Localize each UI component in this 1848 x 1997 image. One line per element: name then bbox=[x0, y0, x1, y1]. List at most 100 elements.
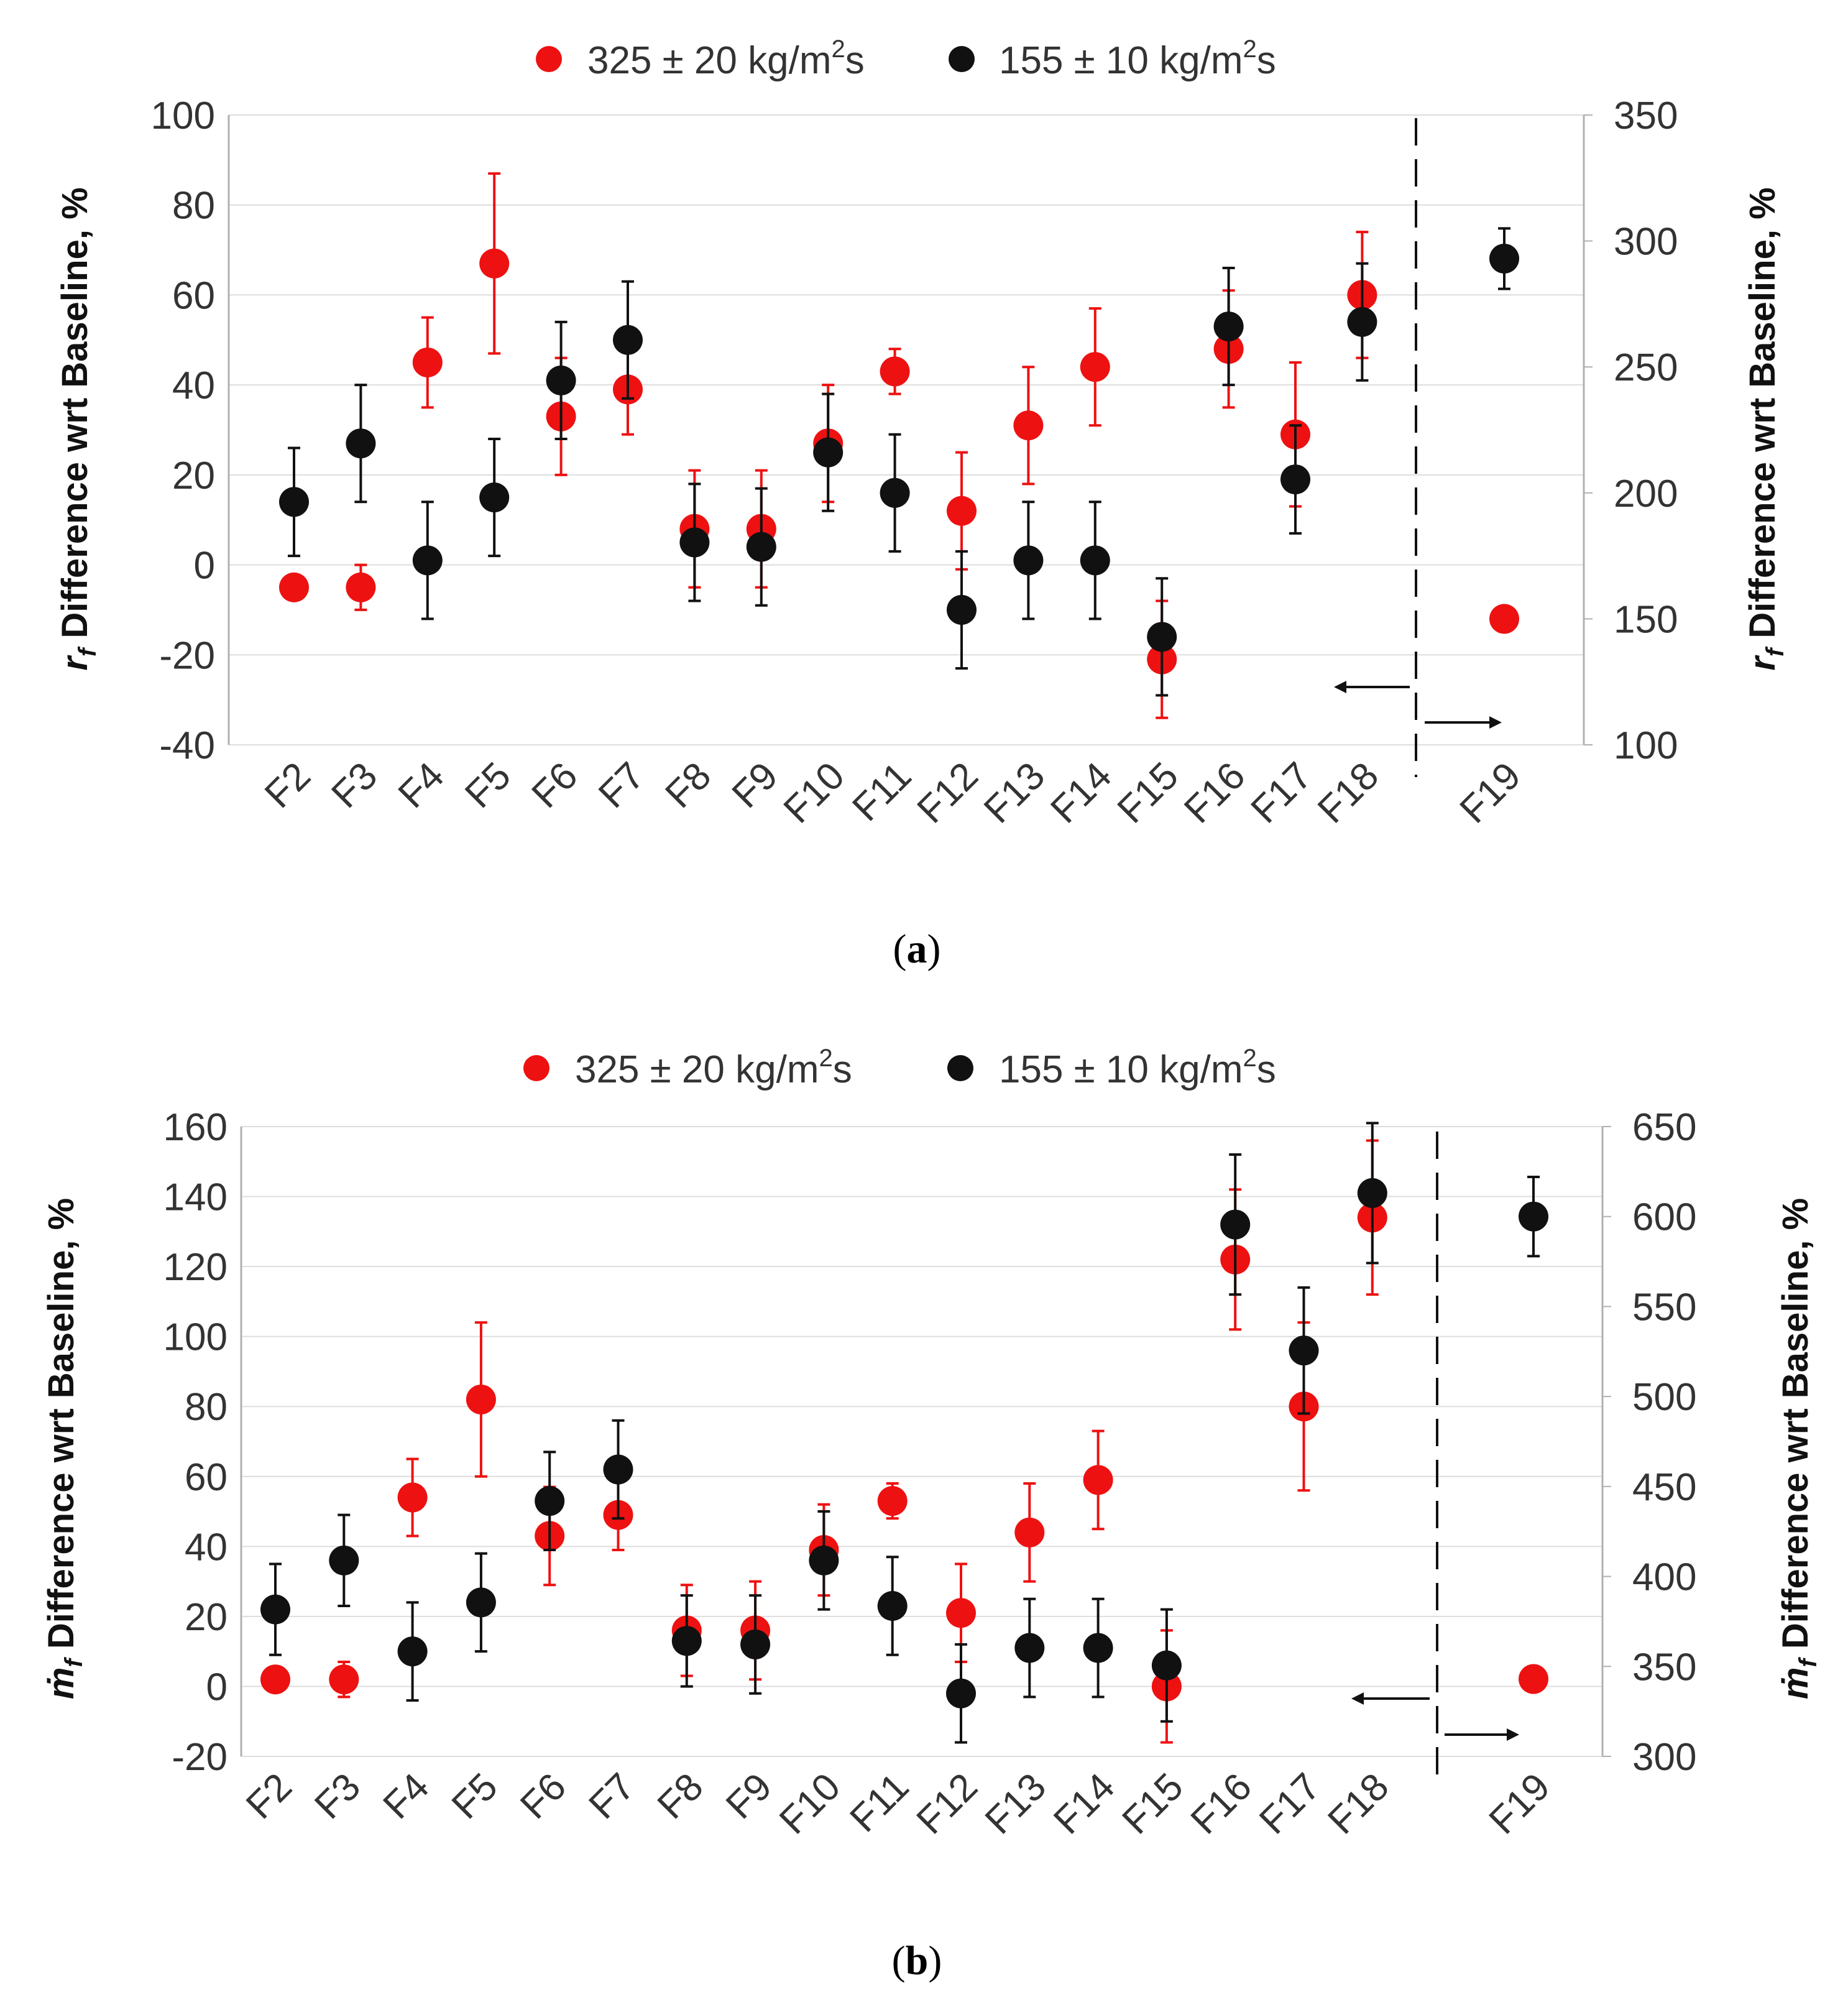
data-point bbox=[260, 1664, 290, 1695]
legend-black-marker bbox=[949, 46, 975, 72]
data-point bbox=[466, 1587, 496, 1618]
x-tick-label: F14 bbox=[1042, 754, 1119, 831]
series-black bbox=[260, 1122, 1548, 1744]
data-point bbox=[1289, 1335, 1319, 1366]
series-black bbox=[279, 227, 1519, 697]
legend-black-label: 155 ± 10 kg/m2s bbox=[999, 1045, 1276, 1091]
x-tick-label: F5 bbox=[457, 754, 519, 816]
data-point bbox=[535, 1486, 565, 1516]
y-tick-label-left: 20 bbox=[172, 454, 215, 497]
data-point bbox=[1151, 1650, 1182, 1681]
panel-b-left-ylabel: ṁf Difference wrt Baseline, % bbox=[41, 1198, 88, 1699]
data-point bbox=[329, 1545, 359, 1575]
panel-a-axes bbox=[228, 115, 1585, 745]
panel-b-legend: 325 ± 20 kg/m2s 155 ± 10 kg/m2s bbox=[523, 1045, 1276, 1091]
y-tick-label-left: 140 bbox=[163, 1176, 228, 1219]
x-tick-label: F17 bbox=[1251, 1765, 1328, 1842]
y-tick-label-right: 550 bbox=[1632, 1286, 1696, 1329]
y-tick-label-right: 450 bbox=[1632, 1466, 1696, 1509]
data-point bbox=[603, 1454, 633, 1485]
panel-a-right-ticks: 100 150 200 250 300 350 bbox=[1584, 95, 1678, 767]
data-point bbox=[479, 248, 510, 279]
panel-a-legend: 325 ± 20 kg/m2s 155 ± 10 kg/m2s bbox=[536, 35, 1276, 82]
data-point bbox=[880, 356, 910, 387]
panel-a-left-ticks: -40 -20 0 20 40 60 80 100 bbox=[151, 95, 215, 767]
panel-a-caption: (a) bbox=[893, 926, 941, 972]
panel-b-right-ticks: 300 350 400 450 500 550 600 650 bbox=[1602, 1106, 1696, 1779]
x-tick-label: F18 bbox=[1320, 1765, 1397, 1842]
legend-red-marker bbox=[523, 1055, 549, 1081]
panel-a-gridlines bbox=[229, 114, 1584, 745]
y-tick-label-right: 150 bbox=[1614, 598, 1678, 641]
x-tick-label: F12 bbox=[909, 1765, 986, 1842]
panel-a-right-ylabel: rf Difference wrt Baseline, % bbox=[1742, 187, 1789, 670]
y-tick-label-left: -20 bbox=[172, 1736, 228, 1779]
y-tick-label-right: 250 bbox=[1614, 346, 1678, 389]
data-point bbox=[346, 572, 376, 602]
data-point bbox=[1013, 410, 1044, 441]
series-red bbox=[260, 1139, 1548, 1744]
legend-red-label: 325 ± 20 kg/m2s bbox=[587, 35, 865, 82]
data-point bbox=[1347, 307, 1377, 337]
x-tick-label: F14 bbox=[1046, 1765, 1123, 1842]
y-tick-label-left: 80 bbox=[172, 185, 215, 228]
panel-a-points bbox=[279, 172, 1519, 719]
data-point bbox=[1014, 1633, 1045, 1663]
data-point bbox=[1083, 1465, 1113, 1495]
y-tick-label-right: 500 bbox=[1632, 1376, 1696, 1419]
panel-b-right-ylabel: ṁf Difference wrt Baseline, % bbox=[1775, 1198, 1822, 1699]
y-tick-label-left: 0 bbox=[206, 1666, 228, 1709]
x-tick-label: F11 bbox=[842, 1765, 917, 1840]
data-point bbox=[1213, 311, 1244, 342]
data-point bbox=[260, 1594, 290, 1625]
data-point bbox=[746, 532, 776, 562]
panel-a-left-arrow bbox=[1334, 681, 1410, 693]
x-tick-label: F3 bbox=[323, 754, 385, 816]
legend-red-label: 325 ± 20 kg/m2s bbox=[575, 1045, 852, 1091]
y-tick-label-left: 100 bbox=[151, 95, 215, 137]
x-tick-label: F7 bbox=[581, 1765, 643, 1827]
y-tick-label-left: 60 bbox=[172, 274, 215, 317]
data-point bbox=[946, 1598, 976, 1628]
data-point bbox=[1013, 545, 1044, 576]
panel-b-gridlines bbox=[241, 1126, 1602, 1757]
x-tick-label: F17 bbox=[1243, 754, 1320, 831]
x-tick-label: F9 bbox=[724, 754, 786, 816]
data-point bbox=[947, 496, 977, 526]
x-tick-label: F13 bbox=[976, 754, 1053, 831]
y-tick-label-left: 120 bbox=[163, 1246, 228, 1289]
data-point bbox=[679, 527, 710, 558]
x-tick-label: F13 bbox=[977, 1765, 1054, 1842]
panel-b-left-ticks: -20 0 20 40 60 80 100 120 140 160 bbox=[163, 1106, 228, 1779]
data-point bbox=[809, 1545, 839, 1575]
y-tick-label-left: 0 bbox=[194, 545, 215, 588]
data-point bbox=[740, 1629, 771, 1659]
data-point bbox=[412, 347, 443, 377]
panel-a-chart: 325 ± 20 kg/m2s 155 ± 10 kg/m2s -40 -20 0 2… bbox=[55, 35, 1789, 972]
data-point bbox=[671, 1626, 702, 1656]
legend-black-marker bbox=[947, 1055, 973, 1081]
data-point bbox=[880, 477, 910, 508]
x-tick-label: F19 bbox=[1452, 754, 1529, 831]
x-tick-label: F16 bbox=[1176, 754, 1253, 831]
y-tick-label-right: 100 bbox=[1614, 724, 1678, 767]
panel-b-axes bbox=[240, 1127, 1604, 1756]
legend-red-marker bbox=[536, 46, 562, 72]
panel-b-right-arrow bbox=[1445, 1728, 1519, 1741]
y-tick-label-right: 200 bbox=[1614, 473, 1678, 515]
data-point bbox=[329, 1664, 359, 1695]
legend-black-label: 155 ± 10 kg/m2s bbox=[999, 35, 1276, 82]
y-tick-label-left: 80 bbox=[185, 1386, 228, 1429]
data-point bbox=[546, 365, 576, 395]
data-point bbox=[479, 482, 510, 513]
x-tick-label: F9 bbox=[718, 1765, 780, 1827]
data-point bbox=[946, 1678, 976, 1709]
y-tick-label-right: 650 bbox=[1632, 1106, 1696, 1149]
y-tick-label-left: 100 bbox=[163, 1316, 228, 1359]
right-axis-point bbox=[1519, 1664, 1548, 1694]
y-tick-label-left: 40 bbox=[172, 364, 215, 407]
x-tick-label: F8 bbox=[657, 754, 719, 816]
y-tick-label-right: 600 bbox=[1632, 1196, 1696, 1239]
x-tick-label: F12 bbox=[909, 754, 986, 831]
